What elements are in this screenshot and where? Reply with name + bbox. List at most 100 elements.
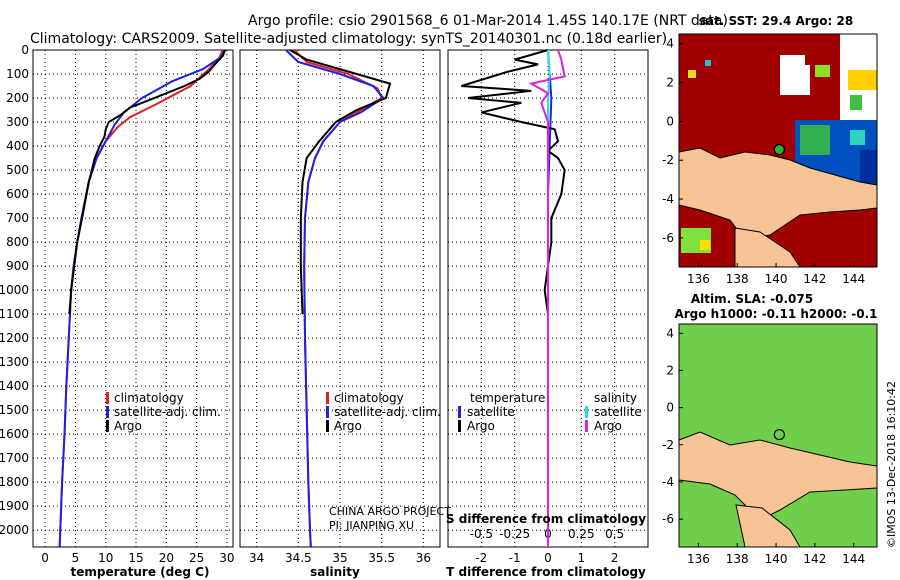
y-tick-label: 100 bbox=[6, 67, 29, 81]
legend2-swatch-climatology bbox=[326, 392, 329, 404]
s-tick-label: 0.25 bbox=[568, 527, 595, 541]
x-tick-label: 10 bbox=[98, 551, 113, 565]
sla-map: Altim. SLA: -0.075 Argo h1000: -0.11 h20… bbox=[662, 292, 878, 566]
sst-yellow-pixel bbox=[688, 70, 696, 78]
x-tick-label: 34.5 bbox=[285, 551, 312, 565]
y-tick-label: 200 bbox=[6, 91, 29, 105]
sst-map-frame bbox=[678, 33, 878, 268]
x-tick-label: -2 bbox=[475, 551, 487, 565]
y-tick-label: 1900 bbox=[0, 499, 29, 513]
map-x-tick-label: 138 bbox=[726, 552, 749, 566]
legend-t-argo-swatch bbox=[458, 420, 461, 432]
sst-green-patch2 bbox=[850, 95, 862, 110]
title-line1: Argo profile: csio 2901568_6 01-Mar-2014… bbox=[248, 13, 728, 29]
legend-swatch-climatology bbox=[106, 392, 109, 404]
y-tick-label: 1500 bbox=[0, 403, 29, 417]
credit-line2: PI: JIANPING XU bbox=[329, 519, 414, 532]
x-tick-label: 15 bbox=[128, 551, 143, 565]
x-tick-label: -1 bbox=[509, 551, 521, 565]
y-tick-label: 1700 bbox=[0, 451, 29, 465]
sst-dark-blue bbox=[860, 150, 877, 190]
sst-yellow-patch bbox=[848, 70, 877, 90]
y-tick-label: 1200 bbox=[0, 331, 29, 345]
legend-climatology: climatology bbox=[114, 391, 184, 405]
y-tick-label: 0 bbox=[21, 43, 29, 57]
sst-pixels bbox=[681, 34, 877, 267]
map-y-tick-label: 0 bbox=[666, 401, 674, 415]
map-x-tick-label: 142 bbox=[803, 552, 826, 566]
legend-t-sat-swatch bbox=[458, 406, 461, 418]
legend-s-sat-swatch bbox=[585, 406, 588, 418]
map-x-tick-label: 140 bbox=[765, 272, 788, 286]
map-y-tick-label: 2 bbox=[666, 76, 674, 90]
y-tick-label: 900 bbox=[6, 259, 29, 273]
x-tick-label: 5 bbox=[72, 551, 80, 565]
profile-legend-1: climatology satellite-adj. clim. Argo bbox=[106, 391, 221, 433]
x-tick-label: 36 bbox=[416, 551, 431, 565]
legend-temp-header: temperature bbox=[470, 391, 545, 405]
legend2-climatology: climatology bbox=[334, 391, 404, 405]
legend2-swatch-satellite bbox=[326, 406, 329, 418]
y-tick-label: 800 bbox=[6, 235, 29, 249]
map-y-tick-label: -4 bbox=[662, 475, 674, 489]
y-tick-label: 600 bbox=[6, 187, 29, 201]
difference-legend: temperature satellite Argo salinity sate… bbox=[458, 391, 642, 433]
map-x-tick-label: 140 bbox=[765, 552, 788, 566]
map-y-tick-label: 0 bbox=[666, 114, 674, 128]
temperature-xlabel: temperature (deg C) bbox=[71, 565, 210, 579]
legend2-argo: Argo bbox=[334, 419, 362, 433]
x-tick-label: 2 bbox=[611, 551, 619, 565]
temperature-panel: 0100200300400500600700800900100011001200… bbox=[0, 43, 235, 579]
sst-map: sat. SST: 29.4 Argo: 28 4 2 0 -2 -4 -6 136 138 1… bbox=[662, 14, 878, 286]
diff-series-targo bbox=[461, 49, 566, 315]
difference-panel: -2 -1 0 1 2-0.5 -0.25 0 0.25 0.5 T difference fr… bbox=[446, 49, 649, 579]
legend-satellite: satellite-adj. clim. bbox=[114, 405, 221, 419]
temp-series-satelliteadjclim bbox=[58, 49, 226, 548]
sst-argo-marker bbox=[773, 143, 785, 156]
sst-south-yellow bbox=[700, 240, 710, 250]
legend-s-argo: Argo bbox=[594, 419, 622, 433]
diff-series-sargo bbox=[528, 49, 566, 547]
x-tick-label: 20 bbox=[159, 551, 174, 565]
map-x-tick-label: 136 bbox=[687, 552, 710, 566]
salinity-xlabel: salinity bbox=[310, 565, 360, 579]
x-tick-label: 1 bbox=[578, 551, 586, 565]
map-x-tick-label: 142 bbox=[803, 272, 826, 286]
y-tick-label: 1600 bbox=[0, 427, 29, 441]
y-tick-label: 1300 bbox=[0, 355, 29, 369]
imos-watermark: ©IMOS 13-Dec-2018 16:10:42 bbox=[885, 381, 898, 548]
sla-map-title2: Argo h1000: -0.11 h2000: -0.1 bbox=[674, 307, 877, 321]
map-y-tick-label: 4 bbox=[666, 37, 674, 51]
x-tick-label: 35 bbox=[332, 551, 347, 565]
credit-line1: CHINA ARGO PROJECT bbox=[329, 505, 451, 518]
y-tick-label: 1100 bbox=[0, 307, 29, 321]
temp-series-climatology bbox=[58, 49, 224, 548]
map-y-tick-label: -6 bbox=[662, 231, 674, 245]
y-tick-label: 500 bbox=[6, 163, 29, 177]
y-tick-label: 1400 bbox=[0, 379, 29, 393]
s-tick-label: -0.5 bbox=[470, 527, 493, 541]
map-y-tick-label: -4 bbox=[662, 192, 674, 206]
sla-land-south bbox=[735, 504, 801, 548]
map-y-tick-label: 4 bbox=[666, 326, 674, 340]
legend-sal-header: salinity bbox=[594, 391, 637, 405]
legend2-swatch-argo bbox=[326, 420, 329, 432]
sst-land-south bbox=[734, 227, 801, 268]
sst-green-patch3 bbox=[800, 125, 830, 155]
sal-series-argo bbox=[289, 49, 392, 315]
map-x-tick-label: 144 bbox=[842, 272, 865, 286]
title-line2: Climatology: CARS2009. Satellite-adjuste… bbox=[30, 31, 667, 47]
difference-xlabel: T difference from climatology bbox=[446, 565, 646, 579]
x-tick-label: 25 bbox=[189, 551, 204, 565]
temp-series-argo bbox=[68, 49, 227, 315]
y-tick-label: 400 bbox=[6, 139, 29, 153]
sst-map-title: sat. SST: 29.4 Argo: 28 bbox=[699, 14, 853, 28]
legend-s-sat: satellite bbox=[594, 405, 642, 419]
sst-warm-patch bbox=[805, 40, 830, 65]
sla-argo-marker bbox=[773, 428, 785, 441]
y-tick-label: 1000 bbox=[0, 283, 29, 297]
y-tick-label: 1800 bbox=[0, 475, 29, 489]
x-tick-label: 35.5 bbox=[368, 551, 395, 565]
sal-series-satelliteadjclim bbox=[285, 49, 385, 548]
